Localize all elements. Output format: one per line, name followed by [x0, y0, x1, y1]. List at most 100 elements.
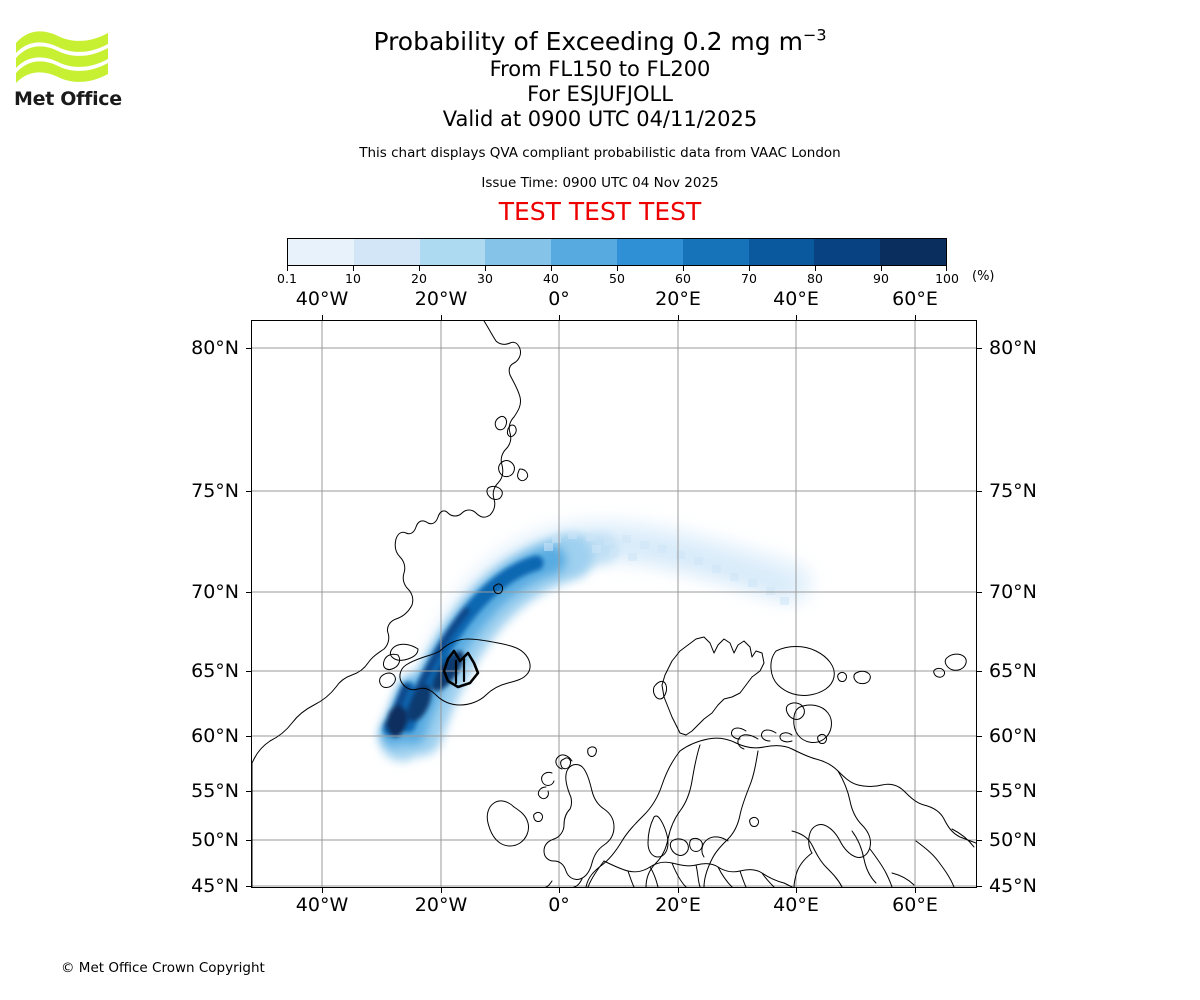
colorbar-tickmark-0 [287, 266, 288, 271]
colorbar-tickmark-10 [946, 266, 947, 271]
colorbar-ticklabel-9: 90 [873, 271, 889, 286]
lat-tick-right-5 [977, 791, 982, 792]
iceland [399, 638, 531, 706]
colorbar-swatch-2 [419, 239, 486, 265]
lon-label-top-4: 40°E [773, 288, 819, 310]
lat-tick-left-6 [246, 840, 251, 841]
lat-tick-left-3 [246, 671, 251, 672]
colorbar-tickmark-9 [881, 266, 882, 271]
colorbar-swatch-1 [353, 239, 420, 265]
page-title: Probability of Exceeding 0.2 mg m−3 [0, 27, 1200, 57]
lat-label-right-1: 75°N [989, 480, 1037, 502]
lon-tick-bottom-3 [678, 888, 679, 893]
colorbar-ticklabel-4: 40 [543, 271, 559, 286]
colorbar: 0.1 10 20 30 40 50 60 70 80 90 100 [277, 238, 959, 286]
lat-tick-left-5 [246, 791, 251, 792]
colorbar-ticklabel-8: 80 [807, 271, 823, 286]
lat-tick-right-4 [977, 736, 982, 737]
ireland [486, 800, 529, 847]
ash-plume [380, 520, 812, 761]
colorbar-swatch-8 [814, 239, 881, 265]
colorbar-swatch-3 [485, 239, 552, 265]
lon-label-bottom-3: 20°E [655, 894, 701, 916]
lon-tick-bottom-0 [322, 888, 323, 893]
colorbar-ticklabel-0: 0.1 [277, 271, 297, 286]
lon-tick-top-1 [441, 315, 442, 320]
map-canvas [252, 321, 976, 887]
volcano-subtitle: For ESJUFJOLL [527, 82, 673, 106]
faroe-islands [560, 757, 571, 770]
volcano-source-marker [442, 649, 480, 689]
lat-tick-left-4 [246, 736, 251, 737]
lat-label-right-3: 65°N [989, 660, 1037, 682]
lat-tick-left-1 [246, 491, 251, 492]
page-title-exponent: −3 [802, 25, 827, 45]
lat-label-left-7: 45°N [191, 875, 239, 897]
lon-tick-top-3 [678, 315, 679, 320]
lon-tick-bottom-4 [796, 888, 797, 893]
lat-label-left-5: 55°N [191, 780, 239, 802]
colorbar-tickmark-1 [353, 266, 354, 271]
coastlines [252, 321, 976, 887]
colorbar-ticklabel-2: 20 [411, 271, 427, 286]
lat-label-left-6: 50°N [191, 829, 239, 851]
greenland-east-coast [252, 321, 521, 887]
colorbar-tickmark-7 [749, 266, 750, 271]
lon-label-top-0: 40°W [295, 288, 349, 310]
lon-label-top-1: 20°W [414, 288, 468, 310]
colorbar-tickmark-5 [617, 266, 618, 271]
flight-level-subtitle: From FL150 to FL200 [489, 57, 711, 81]
lat-label-right-4: 60°N [989, 725, 1037, 747]
map-gridlines [252, 321, 976, 887]
denmark [647, 815, 669, 858]
lat-tick-right-6 [977, 840, 982, 841]
colorbar-ticklabel-6: 60 [675, 271, 691, 286]
great-britain [543, 764, 615, 880]
lon-label-bottom-4: 40°E [773, 894, 819, 916]
lon-label-top-3: 20°E [655, 288, 701, 310]
colorbar-ticklabel-1: 10 [345, 271, 361, 286]
valid-time-subtitle: Valid at 0900 UTC 04/11/2025 [442, 107, 758, 131]
lon-tick-top-5 [915, 315, 916, 320]
svalbard-spitsbergen [661, 636, 765, 736]
lat-label-left-3: 65°N [191, 660, 239, 682]
met-office-logo: Met Office [14, 25, 124, 115]
lon-label-bottom-1: 20°W [414, 894, 468, 916]
lat-tick-right-3 [977, 671, 982, 672]
test-banner: TEST TEST TEST [498, 197, 702, 226]
lon-label-bottom-0: 40°W [295, 894, 349, 916]
jan-mayen [493, 583, 503, 594]
colorbar-tickmark-4 [551, 266, 552, 271]
met-office-logo-text: Met Office [14, 88, 122, 110]
lon-tick-bottom-1 [441, 888, 442, 893]
colorbar-tickmark-6 [683, 266, 684, 271]
lat-tick-right-2 [977, 592, 982, 593]
lon-tick-top-4 [796, 315, 797, 320]
lon-label-top-5: 60°E [892, 288, 938, 310]
lon-tick-top-0 [322, 315, 323, 320]
lat-label-right-7: 45°N [989, 875, 1037, 897]
colorbar-swatches [287, 238, 947, 266]
lat-tick-right-7 [977, 886, 982, 887]
lat-tick-left-0 [246, 348, 251, 349]
issue-time: Issue Time: 0900 UTC 04 Nov 2025 [481, 175, 719, 191]
lat-label-left-0: 80°N [191, 337, 239, 359]
chart-header: Probability of Exceeding 0.2 mg m−3 From… [0, 0, 1200, 226]
colorbar-tickmark-8 [815, 266, 816, 271]
lat-label-left-2: 70°N [191, 581, 239, 603]
colorbar-ticklabel-3: 30 [477, 271, 493, 286]
lat-label-right-6: 50°N [989, 829, 1037, 851]
lon-label-top-2: 0° [548, 288, 570, 310]
lat-tick-right-1 [977, 491, 982, 492]
colorbar-unit-label: (%) [972, 269, 995, 284]
colorbar-swatch-7 [748, 239, 815, 265]
lon-tick-bottom-2 [559, 888, 560, 893]
compliance-note: This chart displays QVA compliant probab… [359, 145, 841, 161]
colorbar-ticklabel-5: 50 [609, 271, 625, 286]
colorbar-tickmark-3 [485, 266, 486, 271]
map-plot-area[interactable] [251, 320, 977, 888]
lon-label-bottom-2: 0° [548, 894, 570, 916]
colorbar-ticks: 0.1 10 20 30 40 50 60 70 80 90 100 [277, 266, 959, 286]
lat-label-left-1: 75°N [191, 480, 239, 502]
colorbar-ticklabel-10: 100 [935, 271, 959, 286]
